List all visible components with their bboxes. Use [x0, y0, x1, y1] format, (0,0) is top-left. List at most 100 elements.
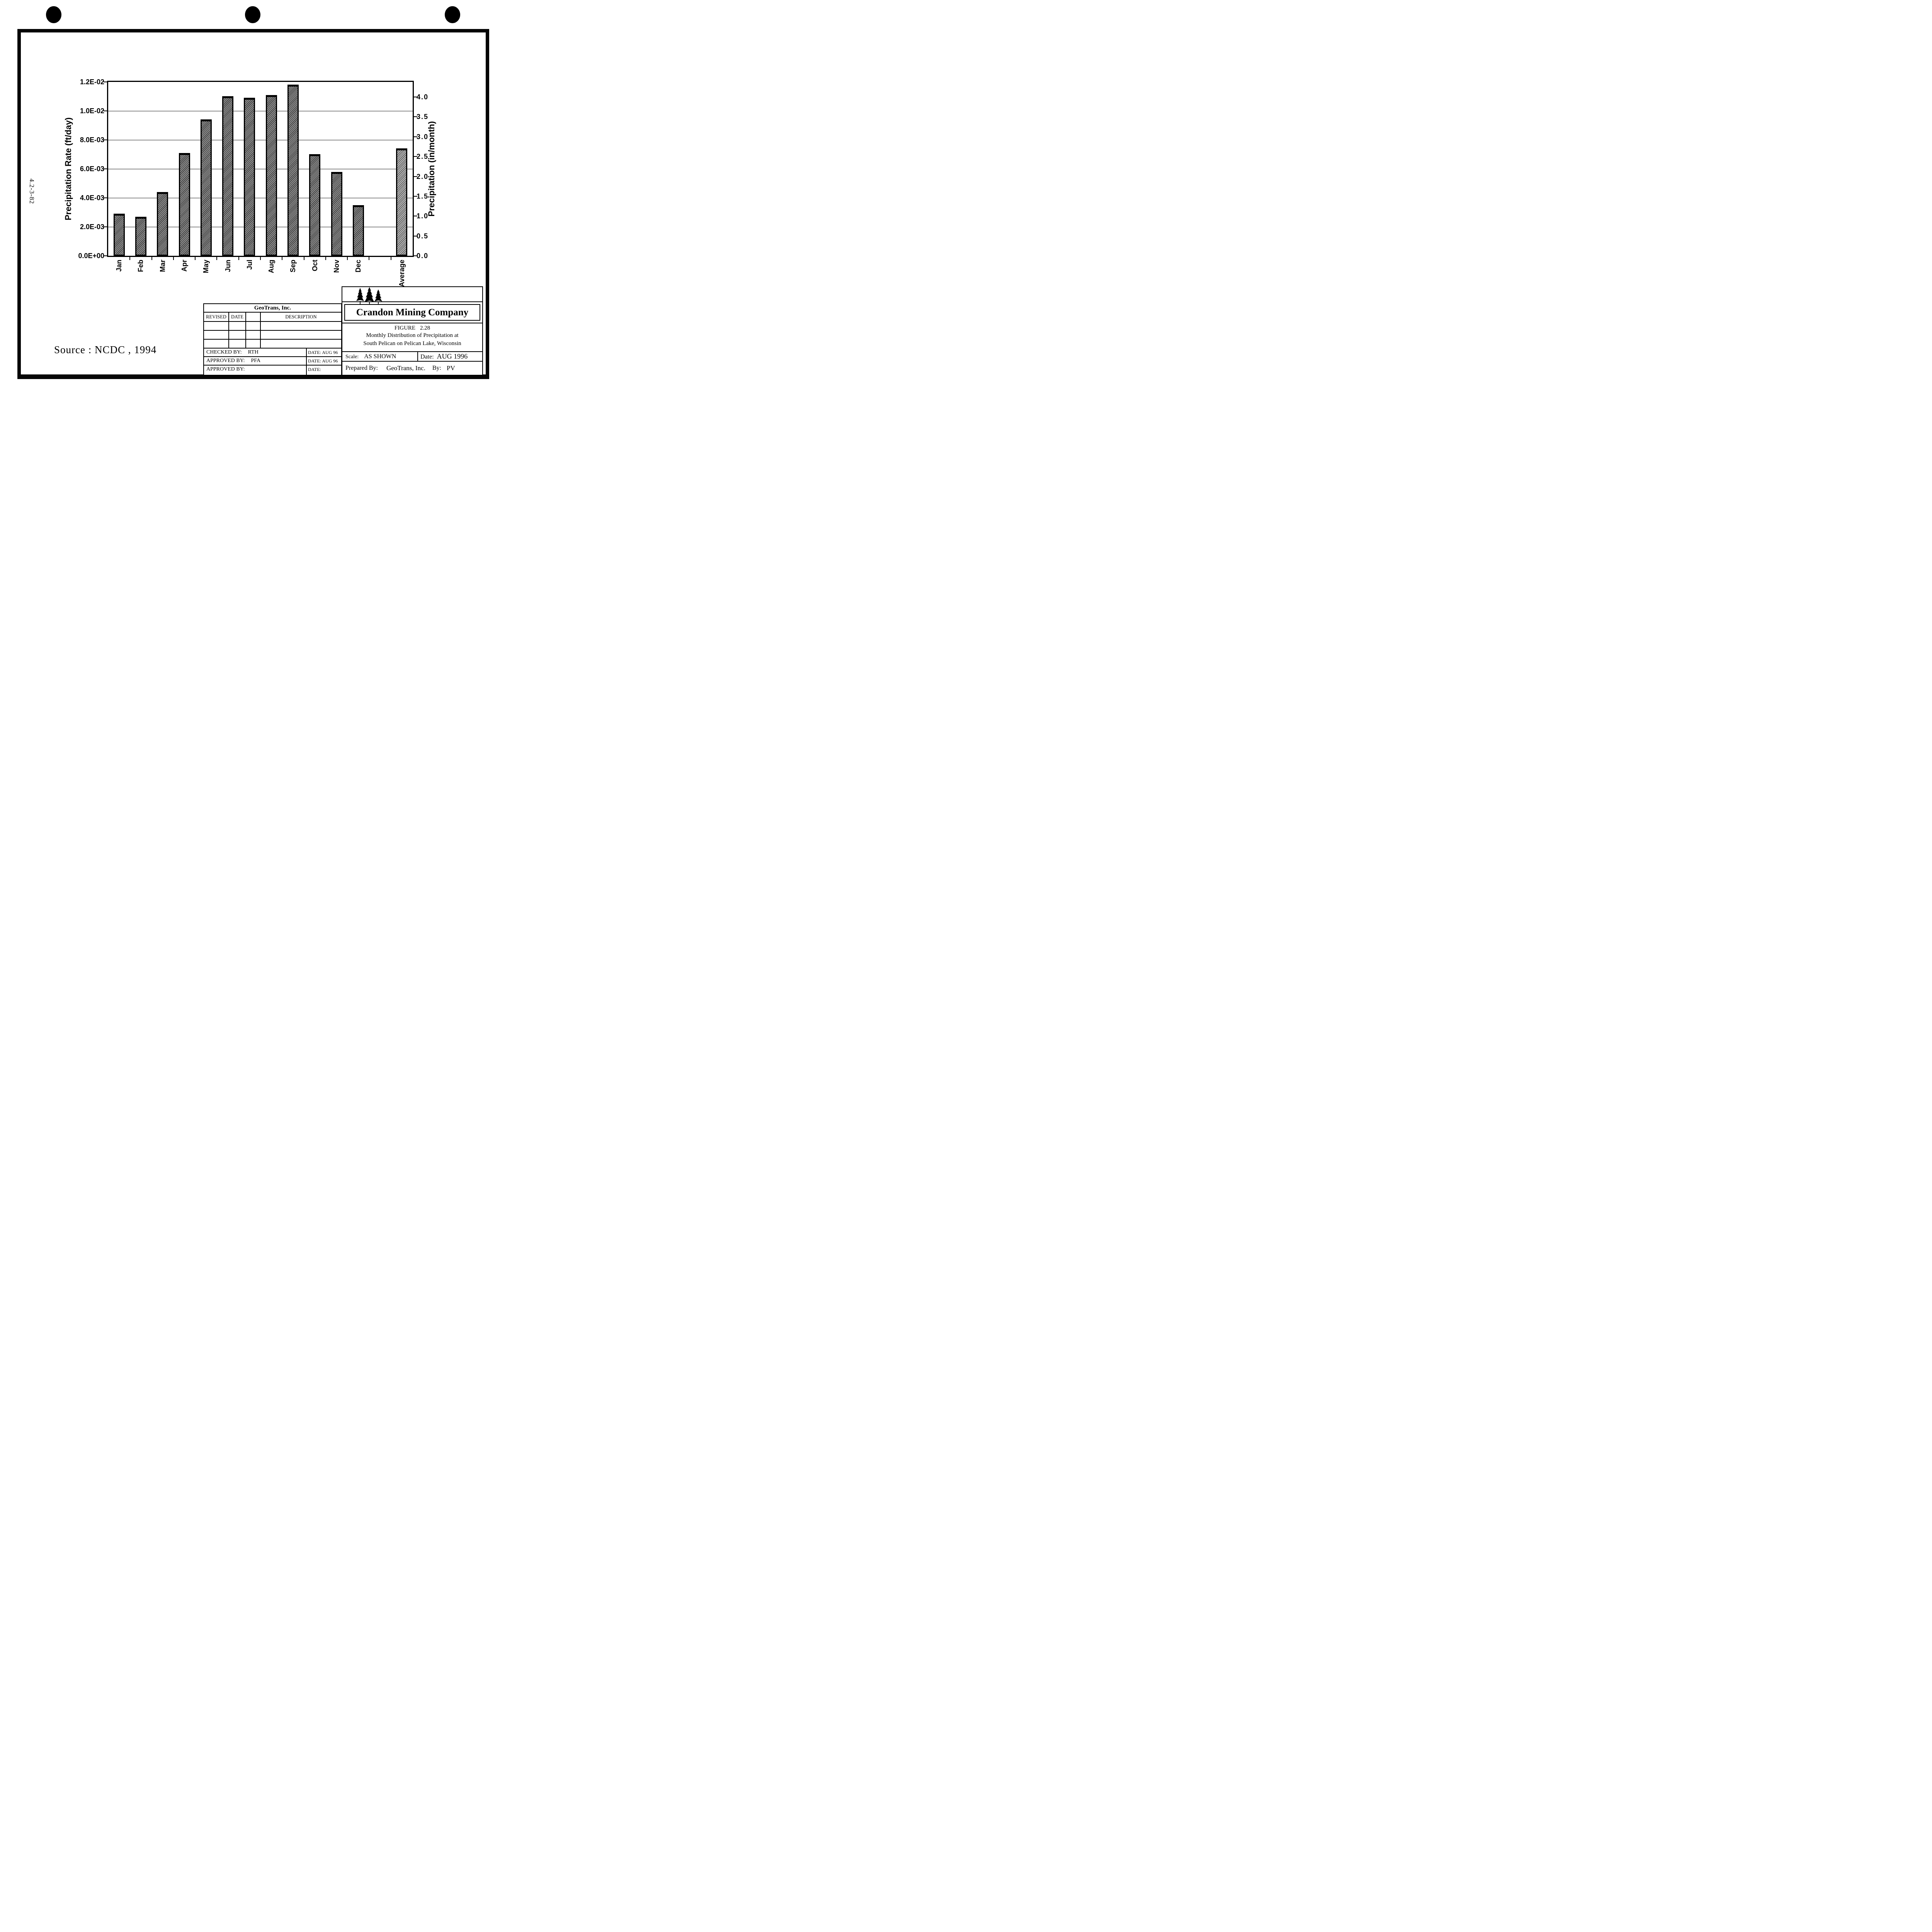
bar-dec	[352, 205, 364, 256]
y-axis-tick-left	[104, 168, 107, 169]
x-axis-label-apr: Apr	[180, 260, 188, 272]
x-axis-tick	[325, 257, 326, 260]
y-axis-tick-left	[104, 139, 107, 140]
y-axis-tick-right	[414, 156, 417, 157]
revision-empty-row	[204, 340, 341, 349]
x-axis-label-feb: Feb	[137, 260, 145, 272]
bar-may	[200, 119, 212, 256]
bar-sep	[287, 85, 299, 256]
y-axis-tick-right	[414, 136, 417, 137]
date-label: Date:	[420, 354, 434, 360]
y-axis-tick-label-right: 0.0	[417, 252, 429, 260]
y-axis-tick-label-right: 0.5	[417, 232, 429, 240]
x-axis-label-may: May	[202, 260, 210, 274]
x-axis-label-mar: Mar	[158, 260, 167, 272]
scale-value: AS SHOWN	[364, 353, 396, 360]
y-axis-tick-label-left: 1.0E-02	[80, 107, 104, 115]
y-axis-tick-label-right: 3.5	[417, 113, 429, 121]
revision-empty-row	[204, 322, 341, 331]
company-name: Crandon Mining Company	[344, 304, 480, 321]
y-axis-tick-label-left: 1.2E-02	[80, 78, 104, 86]
approved-date-value: AUG 96	[322, 358, 338, 364]
checked-date-value: AUG 96	[322, 350, 338, 355]
x-axis-tick	[238, 257, 239, 260]
hole-punch-mark	[245, 6, 260, 23]
approved-by-label: APPROVED BY:	[206, 358, 245, 364]
y-axis-tick-label-right: 4.0	[417, 93, 429, 101]
revision-table-header: REVISED DATE DESCRIPTION	[204, 313, 341, 322]
bar-jan	[113, 214, 125, 256]
x-axis-label-jun: Jun	[224, 260, 232, 272]
bar-jun	[222, 96, 234, 256]
y-axis-tick-label-left: 4.0E-03	[80, 194, 104, 202]
x-axis-tick	[151, 257, 152, 260]
col-description: DESCRIPTION	[285, 314, 317, 320]
revision-block-company: GeoTrans, Inc.	[204, 304, 341, 313]
y-axis-tick-label-right: 3.0	[417, 133, 429, 141]
title-block: Crandon Mining Company FIGURE 2.28 Month…	[342, 286, 483, 376]
bar-feb	[135, 217, 146, 256]
x-axis-label-jul: Jul	[245, 260, 253, 270]
col-date: DATE	[229, 313, 246, 321]
y-axis-tick-right	[414, 196, 417, 197]
figure-title-line1: Monthly Distribution of Precipitation at	[366, 332, 459, 338]
scanned-figure-page: { "page": { "side_number": "4.2-3-82", "…	[0, 0, 503, 389]
y-axis-tick-right	[414, 255, 417, 256]
source-note: Source : NCDC , 1994	[54, 344, 157, 355]
approved-by-row-2: APPROVED BY: DATE:	[204, 366, 341, 375]
x-axis-label-aug: Aug	[267, 260, 276, 273]
y-axis-tick-label-right: 2.0	[417, 172, 429, 180]
y-axis-tick-left	[104, 197, 107, 198]
col-blank	[246, 313, 261, 321]
x-axis-label-jan: Jan	[115, 260, 123, 272]
bar-oct	[309, 154, 321, 256]
plot-area	[107, 81, 414, 257]
bar-jul	[244, 98, 255, 256]
revision-block: GeoTrans, Inc. REVISED DATE DESCRIPTION …	[203, 303, 342, 376]
logo-strip	[342, 287, 482, 305]
y-axis-tick-left	[104, 255, 107, 256]
by-label: By:	[432, 365, 441, 371]
bar-apr	[179, 153, 190, 256]
approved-date-2-label: DATE:	[308, 367, 321, 372]
y-axis-tick-label-left: 2.0E-03	[80, 223, 104, 231]
y-axis-tick-label-right: 2.5	[417, 153, 429, 161]
y-axis-tick-label-left: 0.0E+00	[78, 252, 104, 260]
date-value: AUG 1996	[437, 352, 468, 360]
bar-average	[396, 148, 408, 256]
document-number: 4.2-3-82	[28, 179, 36, 204]
figure-number: FIGURE 2.28	[394, 325, 430, 331]
x-axis-label-nov: Nov	[333, 260, 340, 273]
y-axis-title-right: Precipitation (in/month)	[427, 121, 436, 217]
bar-nov	[331, 172, 342, 256]
y-axis-tick-label-left: 8.0E-03	[80, 136, 104, 144]
y-axis-tick-right	[414, 176, 417, 177]
x-axis-tick	[173, 257, 174, 260]
y-axis-tick-label-right: 1.5	[417, 192, 429, 200]
x-axis-tick	[129, 257, 131, 260]
x-axis-tick	[216, 257, 218, 260]
by-value: PV	[447, 364, 455, 372]
approved-by-row: APPROVED BY: PFA DATE: AUG 96	[204, 357, 341, 366]
approved-by-value: PFA	[251, 358, 261, 364]
prepared-by-label: Prepared By:	[345, 365, 378, 371]
bar-aug	[265, 95, 277, 256]
checked-date-label: DATE:	[308, 350, 321, 355]
hole-punch-mark	[46, 6, 61, 23]
revision-empty-row	[204, 331, 341, 340]
figure-title-line2: South Pelican on Pelican Lake, Wisconsin	[363, 340, 461, 347]
prepared-by-value: GeoTrans, Inc.	[386, 364, 425, 372]
x-axis-label-oct: Oct	[311, 260, 319, 272]
y-axis-tick-label-right: 1.0	[417, 212, 429, 220]
x-axis-tick	[195, 257, 196, 260]
y-axis-tick-left	[104, 226, 107, 227]
x-axis-tick	[260, 257, 261, 260]
y-axis-tick-right	[414, 116, 417, 117]
bar-mar	[157, 192, 168, 256]
checked-by-label: CHECKED BY:	[206, 349, 242, 355]
approved-by-2-label: APPROVED BY:	[206, 366, 245, 372]
y-axis-tick-label-left: 6.0E-03	[80, 165, 104, 173]
pine-trees-icon	[356, 287, 382, 305]
scale-label: Scale:	[345, 354, 359, 360]
col-revised: REVISED	[204, 313, 229, 321]
